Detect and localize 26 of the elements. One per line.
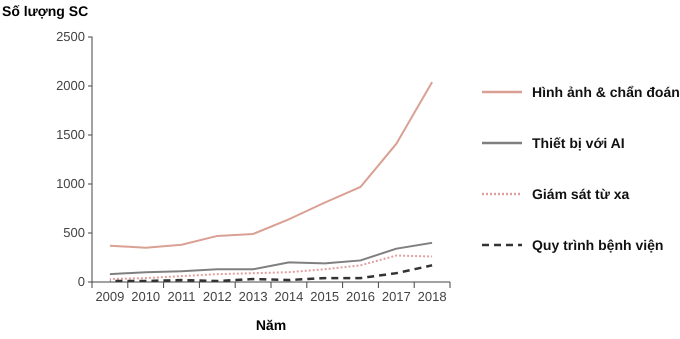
x-tick-label: 2011 — [168, 289, 196, 304]
y-tick-label: 500 — [63, 225, 85, 240]
x-tick-label: 2009 — [95, 289, 124, 304]
y-tick-label: 0 — [78, 274, 85, 290]
legend-label: Giám sát từ xa — [532, 186, 630, 202]
x-tick-label: 2018 — [418, 289, 447, 304]
x-tick-label: 2017 — [382, 289, 411, 304]
line-series — [108, 81, 434, 249]
x-tick-label: 2016 — [346, 289, 375, 304]
line-series — [108, 242, 434, 276]
y-tick-label: 2000 — [56, 78, 85, 94]
x-tick-label: 2013 — [238, 289, 268, 304]
legend-label: Hình ảnh & chẩn đoán — [532, 84, 680, 100]
x-tick-label: 2015 — [310, 289, 340, 304]
y-axis-title: Số lượng SC — [2, 3, 88, 19]
legend-label: Quy trình bệnh viện — [532, 237, 664, 253]
x-axis-title: Năm — [256, 317, 286, 333]
legend-label: Thiết bị với AI — [532, 135, 625, 151]
x-tick-label: 2010 — [131, 289, 160, 304]
y-tick-label: 1000 — [56, 176, 85, 192]
y-tick-label: 2500 — [56, 29, 85, 44]
line-series — [108, 254, 434, 280]
y-tick-label: 1500 — [56, 127, 85, 142]
x-tick-label: 2012 — [202, 289, 232, 304]
x-tick-label: 2014 — [274, 289, 304, 304]
line-series — [108, 264, 434, 282]
